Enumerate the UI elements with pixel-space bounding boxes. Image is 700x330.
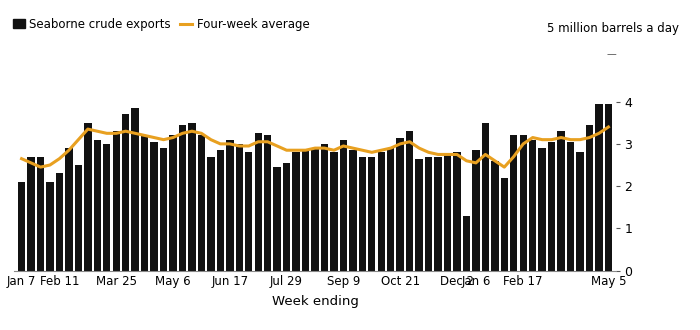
Bar: [463, 216, 470, 271]
X-axis label: Week ending: Week ending: [272, 295, 358, 308]
Bar: [113, 131, 120, 271]
Bar: [435, 156, 442, 271]
Bar: [56, 174, 63, 271]
Bar: [425, 156, 433, 271]
Bar: [197, 135, 205, 271]
Bar: [75, 165, 82, 271]
Bar: [396, 138, 404, 271]
Bar: [236, 144, 243, 271]
Legend: Seaborne crude exports, Four-week average: Seaborne crude exports, Four-week averag…: [8, 13, 314, 35]
Bar: [84, 123, 92, 271]
Bar: [18, 182, 25, 271]
Bar: [293, 152, 300, 271]
Bar: [283, 163, 290, 271]
Bar: [160, 148, 167, 271]
Bar: [141, 135, 148, 271]
Bar: [37, 156, 44, 271]
Bar: [207, 156, 215, 271]
Bar: [340, 140, 347, 271]
Bar: [122, 114, 130, 271]
Bar: [65, 148, 73, 271]
Bar: [245, 152, 253, 271]
Bar: [169, 135, 176, 271]
Bar: [312, 148, 318, 271]
Bar: [595, 104, 603, 271]
Bar: [188, 123, 195, 271]
Bar: [482, 123, 489, 271]
Bar: [377, 152, 385, 271]
Bar: [491, 161, 498, 271]
Bar: [557, 131, 565, 271]
Bar: [519, 135, 527, 271]
Bar: [330, 152, 337, 271]
Bar: [415, 159, 423, 271]
Bar: [178, 125, 186, 271]
Bar: [538, 148, 546, 271]
Bar: [510, 135, 517, 271]
Bar: [321, 144, 328, 271]
Bar: [567, 142, 574, 271]
Text: —: —: [606, 50, 616, 59]
Bar: [132, 108, 139, 271]
Bar: [358, 156, 366, 271]
Bar: [349, 150, 356, 271]
Bar: [103, 144, 111, 271]
Bar: [274, 167, 281, 271]
Bar: [586, 125, 593, 271]
Bar: [226, 140, 234, 271]
Bar: [548, 142, 555, 271]
Bar: [150, 142, 158, 271]
Bar: [406, 131, 413, 271]
Bar: [368, 156, 375, 271]
Bar: [444, 154, 452, 271]
Bar: [264, 135, 272, 271]
Bar: [454, 152, 461, 271]
Bar: [473, 150, 480, 271]
Bar: [576, 152, 584, 271]
Bar: [302, 150, 309, 271]
Bar: [529, 140, 536, 271]
Bar: [605, 104, 612, 271]
Bar: [217, 150, 224, 271]
Bar: [387, 148, 394, 271]
Bar: [500, 178, 508, 271]
Text: 5 million barrels a day: 5 million barrels a day: [547, 22, 679, 35]
Bar: [46, 182, 54, 271]
Bar: [94, 140, 101, 271]
Bar: [27, 156, 35, 271]
Bar: [255, 133, 262, 271]
